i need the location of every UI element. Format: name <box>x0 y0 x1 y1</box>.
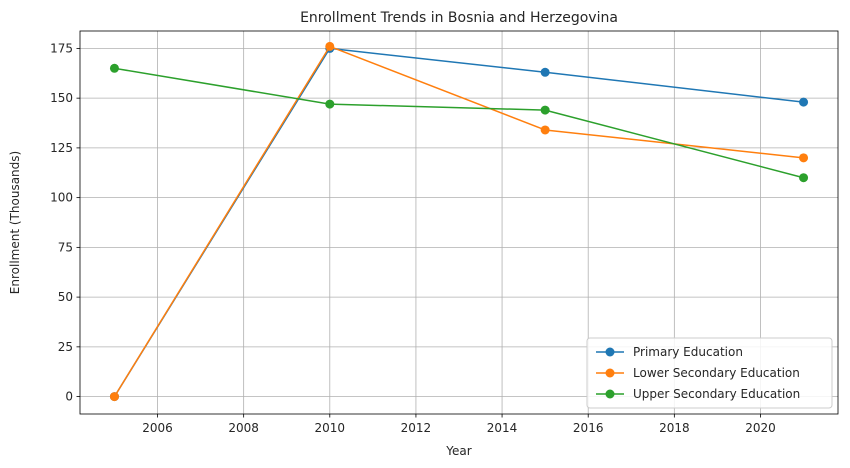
chart-title: Enrollment Trends in Bosnia and Herzegov… <box>300 10 618 26</box>
y-tick-label: 125 <box>50 141 73 155</box>
y-tick-label: 175 <box>50 41 73 55</box>
legend-label: Primary Education <box>633 345 743 359</box>
data-point <box>540 67 550 77</box>
y-tick-label: 100 <box>50 191 73 205</box>
y-tick-label: 150 <box>50 91 73 105</box>
x-tick-label: 2014 <box>487 421 518 435</box>
legend-label: Lower Secondary Education <box>633 366 800 380</box>
legend-marker <box>605 368 615 378</box>
legend: Primary Education Lower Secondary Educati… <box>586 337 833 409</box>
x-tick-label: 2020 <box>745 421 776 435</box>
x-tick-label: 2010 <box>315 421 346 435</box>
x-tick-label: 2016 <box>573 421 604 435</box>
data-point <box>109 392 119 402</box>
data-point <box>799 97 809 107</box>
series-upper-secondary-education <box>109 63 809 183</box>
data-point <box>109 63 119 73</box>
y-tick-label: 25 <box>58 340 73 354</box>
x-axis-ticks: 2006 2008 2010 2012 2014 2016 2018 2020 <box>142 414 776 435</box>
y-axis-title: Enrollment (Thousands) <box>8 151 22 294</box>
legend-label: Upper Secondary Education <box>633 387 800 401</box>
x-tick-label: 2008 <box>228 421 259 435</box>
y-tick-label: 0 <box>65 390 73 404</box>
y-tick-label: 50 <box>58 290 73 304</box>
data-point <box>325 41 335 51</box>
x-axis-title: Year <box>445 444 471 458</box>
legend-box <box>586 337 833 409</box>
plot-frame <box>79 30 839 415</box>
y-tick-label: 75 <box>58 240 73 254</box>
data-point <box>799 173 809 183</box>
data-point <box>540 125 550 135</box>
legend-marker <box>605 389 615 399</box>
series-line-upper-secondary-education <box>114 67 804 179</box>
data-point <box>540 105 550 115</box>
y-axis-ticks: 0 25 50 75 100 125 150 175 <box>50 41 80 404</box>
x-tick-label: 2012 <box>401 421 432 435</box>
data-point <box>799 153 809 163</box>
series-layer <box>109 41 809 402</box>
x-tick-label: 2018 <box>659 421 690 435</box>
legend-marker <box>605 347 615 357</box>
x-tick-label: 2006 <box>142 421 173 435</box>
data-point <box>325 99 335 109</box>
